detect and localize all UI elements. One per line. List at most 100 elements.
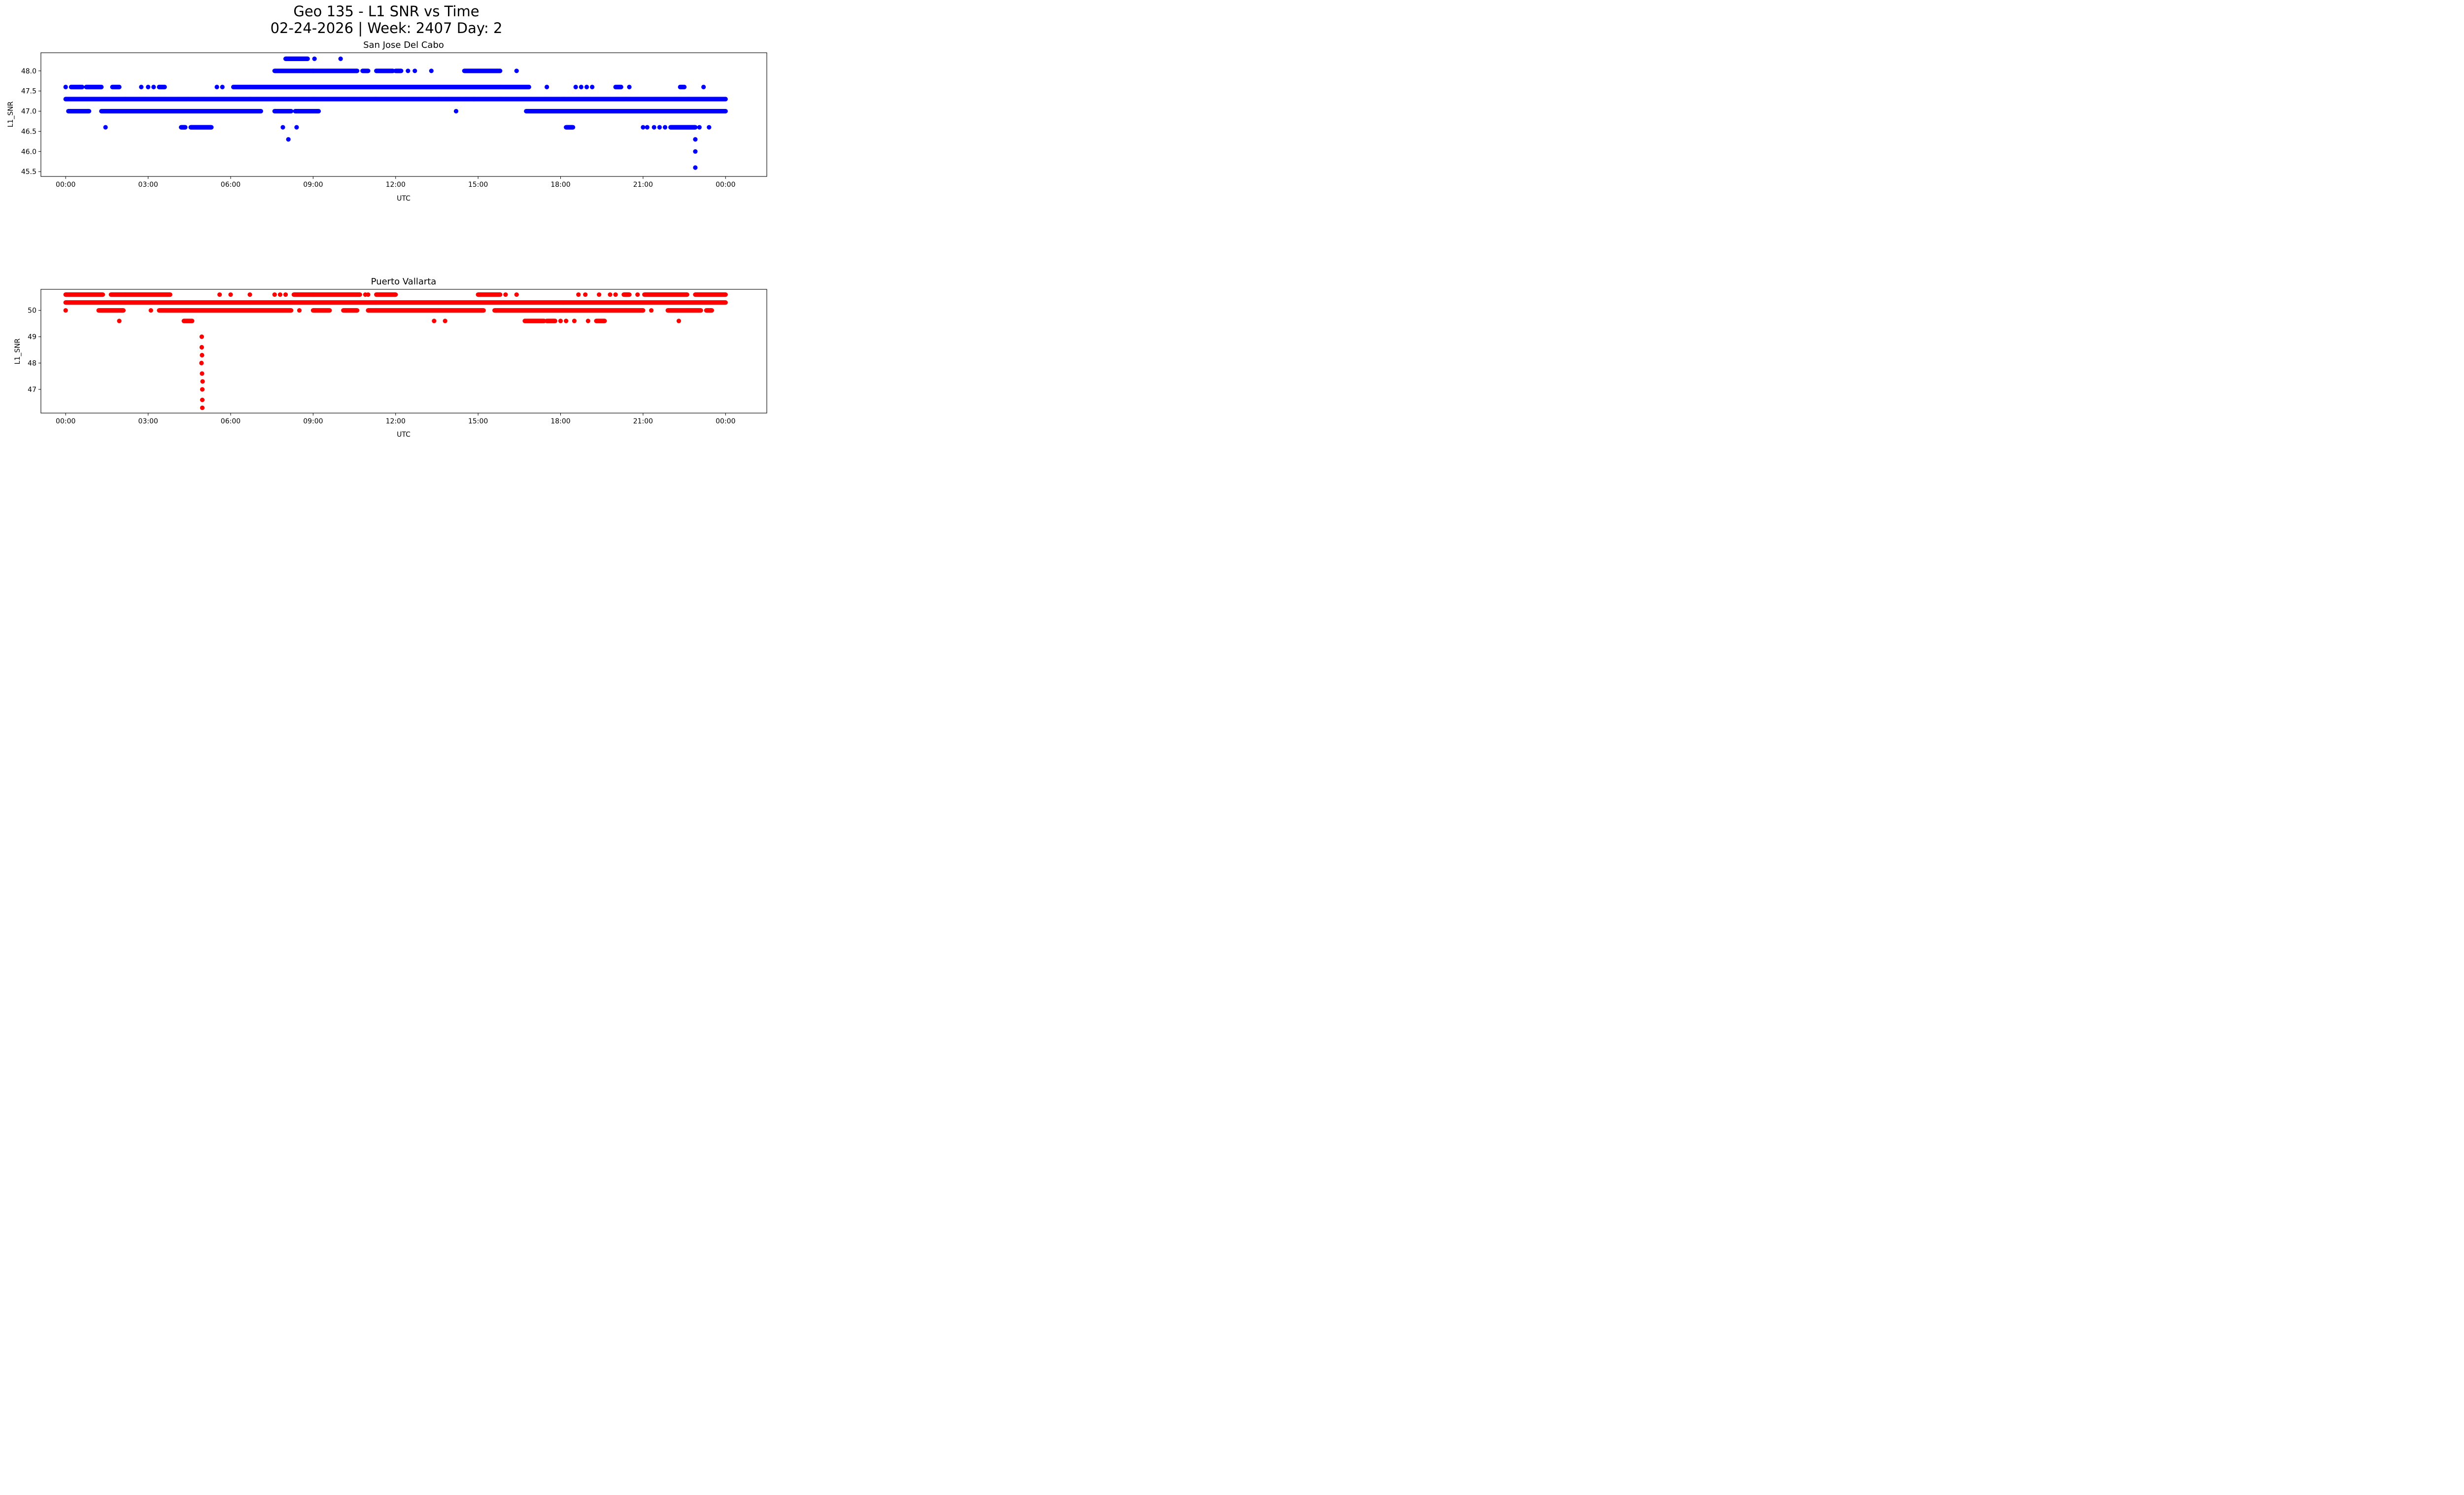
data-point <box>584 84 589 90</box>
data-point <box>573 84 578 90</box>
data-run <box>393 69 404 73</box>
data-point <box>209 125 214 130</box>
data-point <box>294 125 299 130</box>
data-run <box>564 125 576 130</box>
data-point <box>412 69 417 73</box>
x-tick-label: 06:00 <box>221 181 240 189</box>
data-point <box>289 108 294 114</box>
data-point <box>399 69 404 73</box>
data-point <box>453 108 459 114</box>
y-tick-label: 46.0 <box>21 148 36 156</box>
data-point <box>707 125 712 130</box>
x-axis-label: UTC <box>397 195 411 203</box>
x-tick-label: 18:00 <box>550 181 570 189</box>
data-point <box>305 56 310 61</box>
data-run <box>360 69 371 73</box>
data-run <box>524 108 728 114</box>
data-point <box>627 84 632 90</box>
x-tick-label: 00:00 <box>716 181 735 189</box>
data-point <box>406 69 411 73</box>
figure-title: Geo 135 - L1 SNR vs Time <box>293 3 479 20</box>
data-run <box>68 84 85 90</box>
data-point <box>526 84 531 90</box>
data-run <box>613 84 623 90</box>
subplot-title: Puerto Vallarta <box>371 277 437 287</box>
data-point <box>151 84 156 90</box>
subplot-title: San Jose Del Cabo <box>363 40 444 50</box>
data-point <box>183 125 188 130</box>
data-point <box>693 137 698 142</box>
data-run <box>678 84 687 90</box>
data-point <box>103 125 108 130</box>
data-point <box>645 125 650 130</box>
x-tick-label: 09:00 <box>303 181 323 189</box>
data-points <box>63 56 728 170</box>
data-point <box>214 84 219 90</box>
data-point <box>693 125 698 130</box>
figure-canvas: San Jose Del Cabo UTC L1_SNR 00:00 03:00 0… <box>7 40 767 439</box>
data-points <box>63 292 728 410</box>
data-point <box>641 125 646 130</box>
data-run <box>668 125 698 130</box>
data-run <box>178 125 188 130</box>
data-run <box>63 97 728 102</box>
data-run <box>283 56 310 61</box>
data-point <box>146 84 151 90</box>
data-point <box>338 56 343 61</box>
data-point <box>162 84 167 90</box>
data-point <box>366 69 371 73</box>
x-axis-label: UTC <box>397 431 411 439</box>
x-tick-label: 15:00 <box>468 181 488 189</box>
data-point <box>472 97 477 102</box>
data-run <box>188 125 214 130</box>
data-point <box>514 69 519 73</box>
data-point <box>280 125 285 130</box>
y-axis-label: L1_SNR <box>7 101 15 127</box>
data-point <box>697 125 702 130</box>
x-tick-label: 00:00 <box>56 181 75 189</box>
data-run <box>231 84 531 90</box>
data-point <box>618 84 623 90</box>
x-tick-label: 12:00 <box>386 181 406 189</box>
data-point <box>80 84 85 90</box>
data-point <box>693 165 698 170</box>
data-point <box>429 69 434 73</box>
y-tick-label: 47.5 <box>21 88 36 96</box>
y-tick-label: 46.5 <box>21 128 36 136</box>
data-point <box>579 84 583 90</box>
y-axis-label: L1_SNR <box>14 338 22 364</box>
data-point <box>312 56 317 61</box>
x-tick-label: 03:00 <box>138 181 158 189</box>
data-run <box>63 300 728 305</box>
data-run <box>462 69 503 73</box>
data-run <box>157 84 167 90</box>
data-point <box>99 84 104 90</box>
data-run <box>84 84 104 90</box>
data-run <box>272 108 294 114</box>
data-point <box>498 69 503 73</box>
figure-subtitle: 02-24-2026 | Week: 2407 Day: 2 <box>270 20 503 36</box>
data-point <box>87 108 92 114</box>
y-tick-label: 47.0 <box>21 108 36 116</box>
data-point <box>662 125 668 130</box>
y-tick-label: 45.5 <box>21 168 36 176</box>
data-point <box>355 69 360 73</box>
data-point <box>590 84 595 90</box>
data-point <box>139 84 144 90</box>
subplot-puerto-vallarta: Puerto Vallarta UTC L1_SNR 00:00 03:00 06:… <box>14 277 767 439</box>
y-tick-label: 48.0 <box>21 68 36 75</box>
data-point <box>117 84 122 90</box>
subplot-san-jose-del-cabo: San Jose Del Cabo UTC L1_SNR 00:00 03:00 0… <box>7 40 767 203</box>
data-point <box>286 137 291 142</box>
data-point <box>682 84 687 90</box>
data-point <box>657 125 662 130</box>
x-tick-label: 21:00 <box>633 181 653 189</box>
data-point <box>316 108 321 114</box>
data-point <box>545 84 549 90</box>
data-point <box>63 84 68 90</box>
data-run <box>66 108 92 114</box>
data-run <box>99 108 263 114</box>
data-point <box>693 149 698 154</box>
data-run <box>110 84 122 90</box>
axes-frame <box>40 52 767 177</box>
